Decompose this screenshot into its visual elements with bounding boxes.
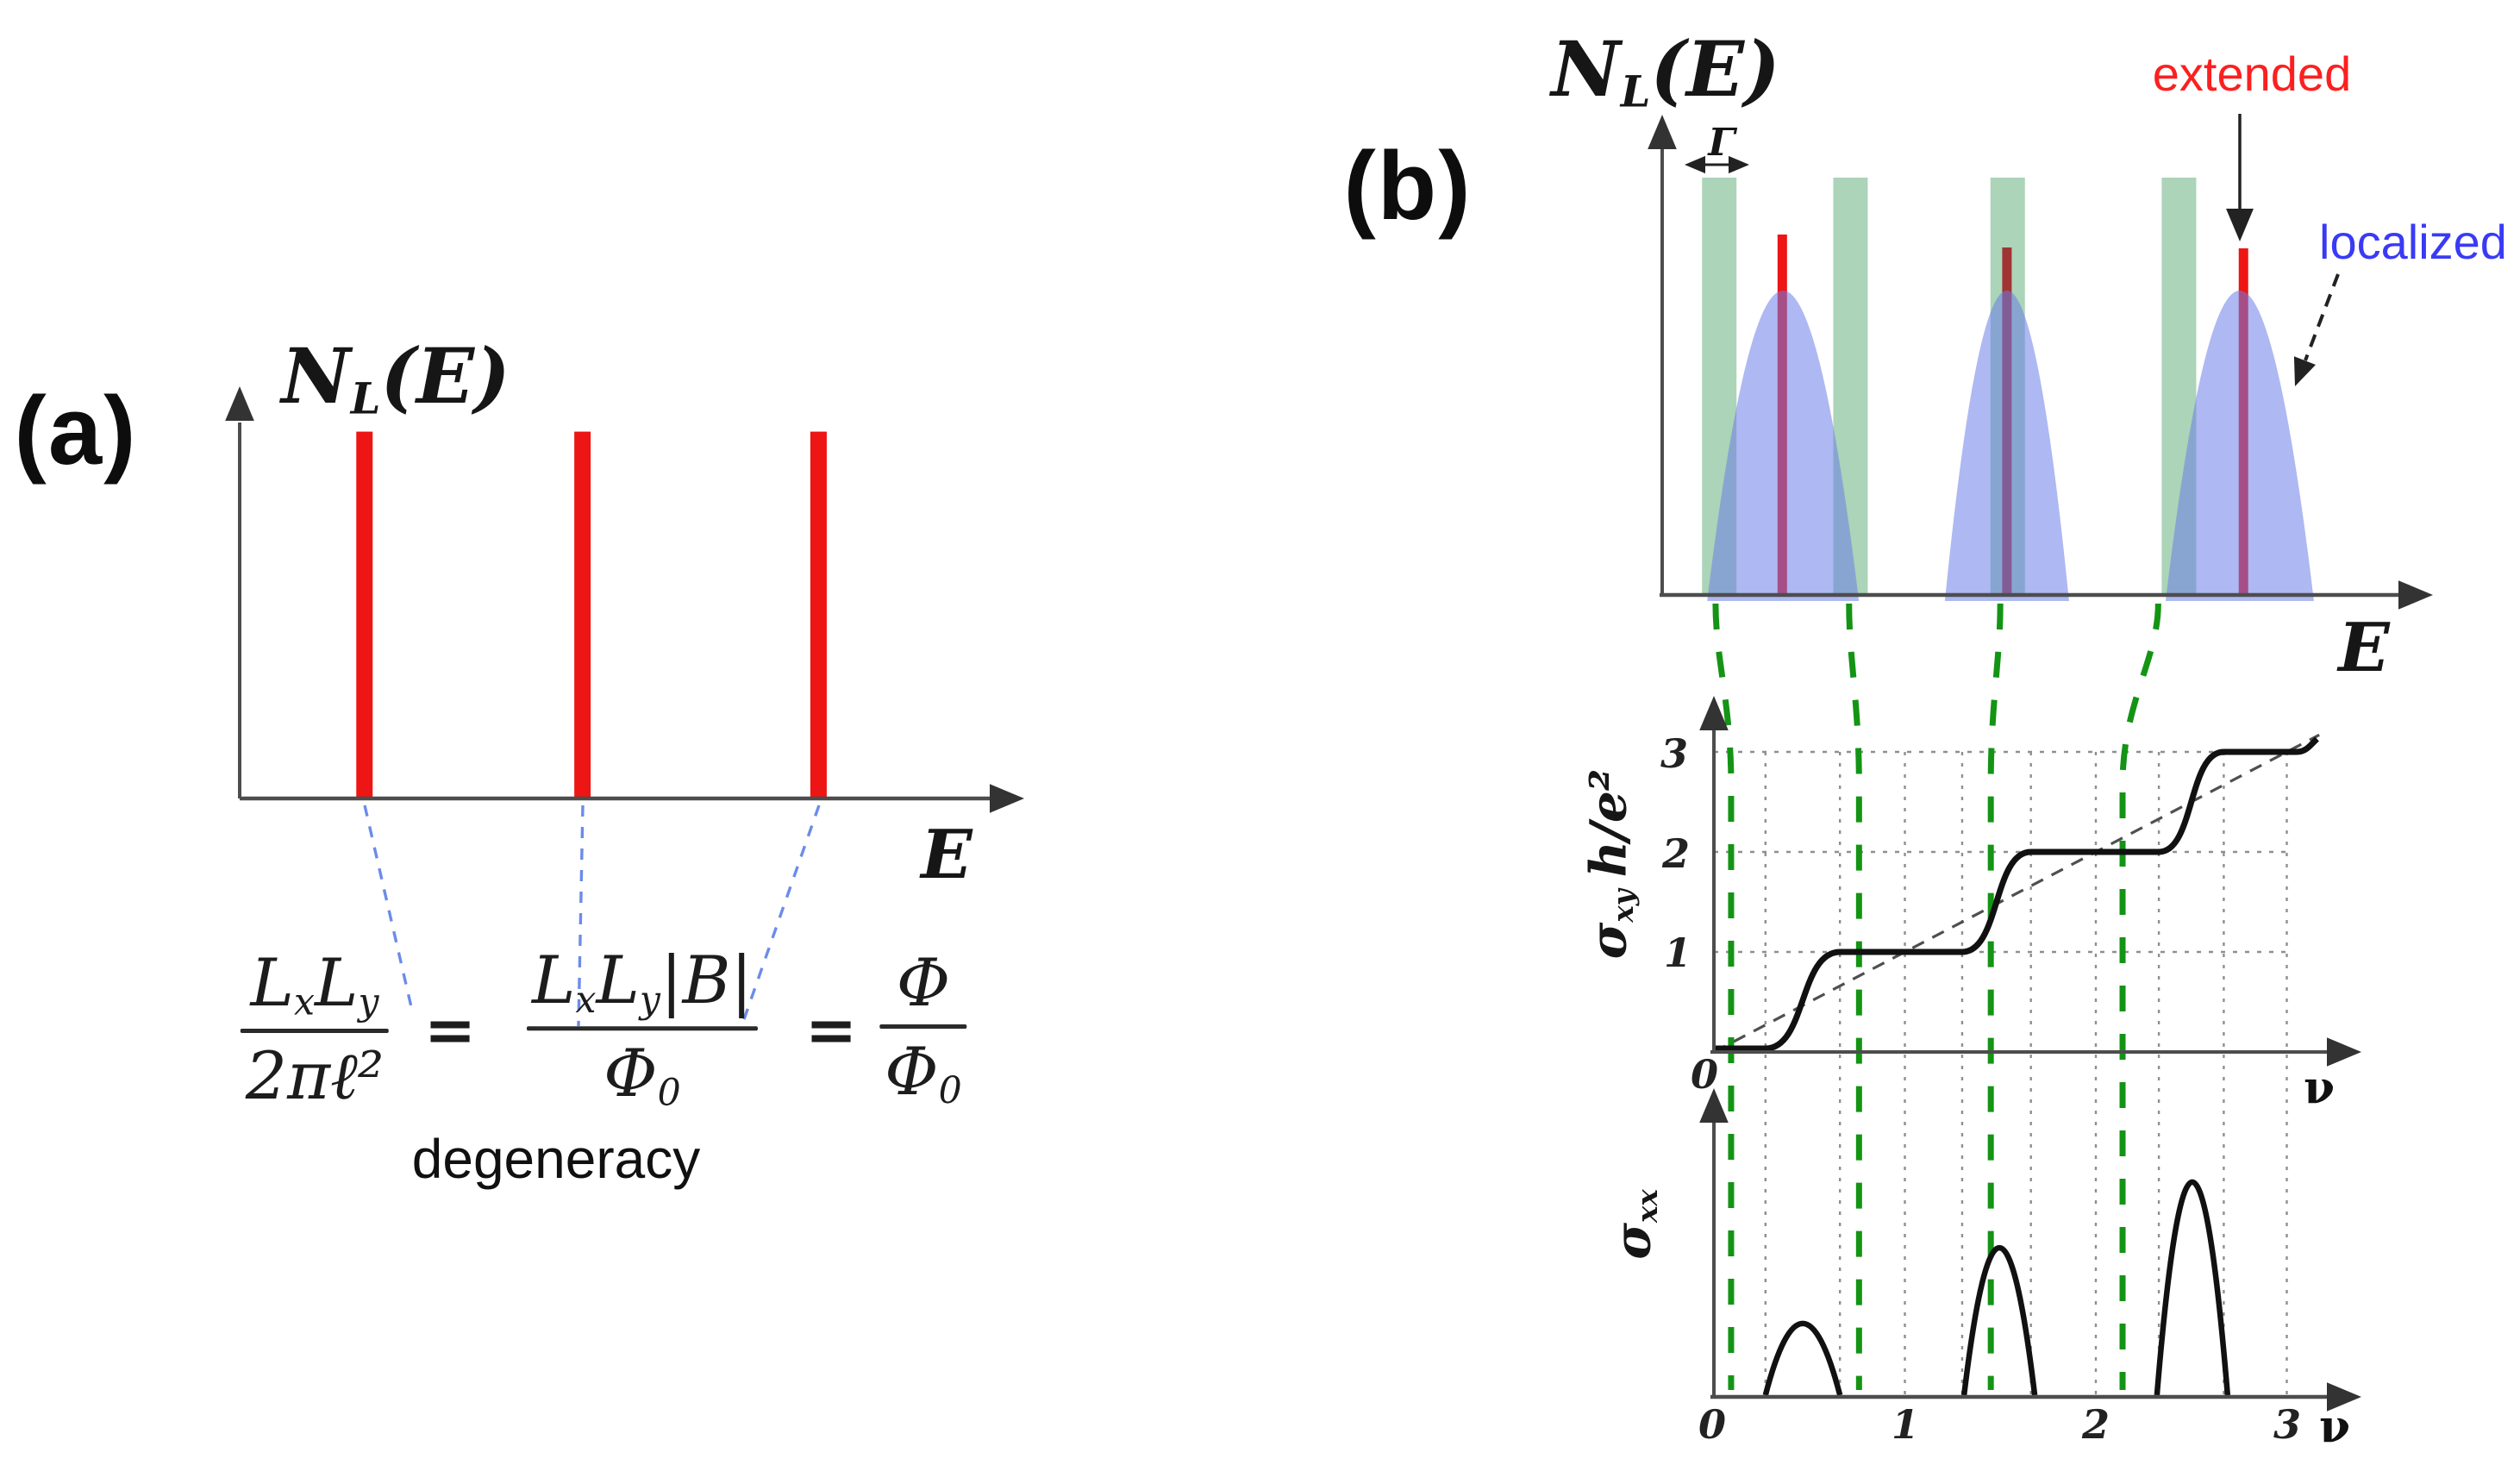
sym-L: L <box>596 942 640 1019</box>
panel-a-y-axis-label: NL(E) <box>281 338 510 421</box>
dos-y-axis-label: NL(E) <box>1551 31 1779 114</box>
hall-y-axis-label: σxy h/e² <box>1579 769 1640 960</box>
hall-x-axis-label: ν <box>2303 1061 2336 1114</box>
fraction-bar <box>526 1026 759 1031</box>
localized-annotation: localized <box>2319 215 2507 269</box>
sigma-base: σ <box>1603 1222 1662 1260</box>
sigma-units: h/e² <box>1579 768 1638 878</box>
green-guide-dashed-line <box>1846 603 1862 1390</box>
sxx-peak-curve <box>1960 1245 2038 1396</box>
sym-phi: Φ <box>603 1035 658 1112</box>
nl-sub: L <box>350 373 381 424</box>
sxx-peak-curve <box>2154 1179 2231 1396</box>
sub-y: y <box>358 980 379 1024</box>
hall-x-axis-arrowhead <box>2327 1037 2361 1067</box>
landau-delta-spike <box>810 431 827 800</box>
sxx-tick-0: 0 <box>1698 1401 1727 1448</box>
sym-L: L <box>314 943 359 1021</box>
nl-args: (E) <box>380 331 510 422</box>
sub-x: x <box>575 978 597 1022</box>
landau-delta-spike <box>356 431 373 800</box>
hall-tick-2: 2 <box>1661 830 1690 877</box>
landau-delta-spike <box>574 431 591 800</box>
green-guide-dashed-line <box>1987 603 2004 1390</box>
localized-pointer-line <box>2304 273 2340 361</box>
panel-a-x-axis-label: E <box>921 816 972 894</box>
sigma-sub: xy <box>1606 889 1640 923</box>
dos-y-axis-arrowhead <box>1648 115 1677 149</box>
sym-absB: |B| <box>660 942 753 1019</box>
sub-0: 0 <box>657 1072 681 1116</box>
localized-dome <box>1707 291 1860 601</box>
localized-pointer-arrowhead <box>2293 356 2317 386</box>
panel-a-label: (a) <box>14 377 138 485</box>
sub-y: y <box>639 978 660 1022</box>
sub-0: 0 <box>938 1069 962 1113</box>
sxx-y-axis-arrowhead <box>1699 1088 1729 1123</box>
dos-x-axis-label: E <box>2338 609 2390 687</box>
sxx-peak-curve <box>1762 1320 1843 1396</box>
hall-staircase-curve <box>1714 736 2319 1052</box>
equals-sign-1: = <box>423 992 477 1066</box>
a-y-axis-arrowhead <box>225 386 254 421</box>
fraction-2-numerator: LxLy|B| <box>527 946 758 1019</box>
formula-fraction-1: LxLy 2πℓ² <box>240 948 390 1115</box>
sxx-tick-1: 1 <box>1891 1401 1920 1448</box>
nl-base: N <box>281 331 351 422</box>
degeneracy-caption: degeneracy <box>411 1128 701 1190</box>
formula-fraction-3: Φ Φ0 <box>879 943 967 1113</box>
nl-args: (E) <box>1650 24 1780 115</box>
sxx-x-axis-arrowhead <box>2327 1382 2361 1412</box>
green-guide-dashed-line <box>2119 603 2161 1390</box>
fraction-3-denominator: Φ0 <box>879 1036 966 1113</box>
sub-x: x <box>293 980 315 1024</box>
gamma-width-arrowhead-right <box>1729 155 1749 174</box>
nl-sub: L <box>1620 66 1651 117</box>
formula-guide-dashed-line <box>363 804 414 1011</box>
gamma-width-arrowhead-left <box>1685 155 1705 174</box>
a-x-axis-arrowhead <box>990 784 1024 813</box>
extended-annotation: extended <box>2152 47 2352 101</box>
equals-sign-2: = <box>804 992 858 1066</box>
localized-dome <box>2165 291 2314 601</box>
formula-fraction-2: LxLy|B| Φ0 <box>526 946 759 1116</box>
green-guide-dashed-line <box>1712 603 1735 1390</box>
fraction-bar <box>240 1029 390 1034</box>
fraction-1-numerator: LxLy <box>246 948 385 1022</box>
hall-diagonal-dashed <box>1713 733 2320 1054</box>
sym-L: L <box>531 942 576 1019</box>
sym-phi: Φ <box>885 1032 939 1110</box>
dos-x-axis-arrowhead <box>2398 580 2433 610</box>
fraction-3-numerator: Φ <box>896 943 951 1021</box>
sigma-base: σ <box>1579 922 1638 960</box>
nl-base: N <box>1551 24 1621 115</box>
formula-guide-dashed-line <box>577 804 585 1027</box>
localized-dome <box>1944 291 2069 601</box>
panel-b-label: (b) <box>1343 132 1473 240</box>
fraction-2-denominator: Φ0 <box>598 1039 685 1116</box>
hall-tick-1: 1 <box>1663 930 1691 976</box>
formula-guide-dashed-line <box>741 804 821 1023</box>
sym-L: L <box>250 943 294 1021</box>
sxx-x-axis-label: ν <box>2318 1400 2351 1453</box>
sxx-tick-3: 3 <box>2273 1401 2302 1448</box>
hall-y-axis-arrowhead <box>1699 696 1729 730</box>
sxx-y-axis-label: σxx <box>1604 1189 1664 1259</box>
fraction-1-denominator: 2πℓ² <box>245 1037 385 1115</box>
hall-tick-3: 3 <box>1660 730 1688 777</box>
sigma-sub: xx <box>1630 1189 1664 1223</box>
hall-origin-label: 0 <box>1690 1051 1719 1098</box>
fraction-bar <box>879 1024 967 1029</box>
extended-pointer-arrowhead <box>2226 209 2254 241</box>
gamma-width-label: Γ <box>1708 121 1735 165</box>
sxx-tick-2: 2 <box>2081 1401 2110 1448</box>
